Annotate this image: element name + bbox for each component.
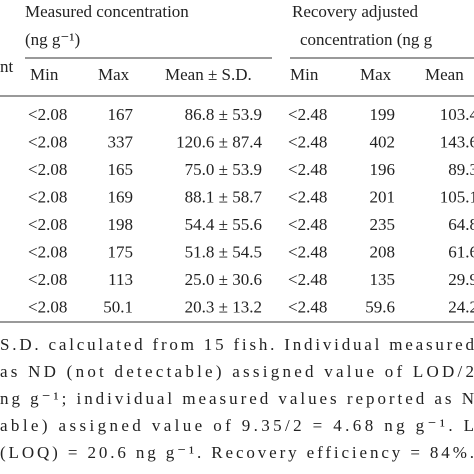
table-cell: 20.3 ± 13.2 [185,297,262,316]
table-cell: <2.08 [28,242,67,261]
table-cell: <2.48 [288,215,327,234]
table-cell: <2.08 [28,132,67,151]
table-cell: 103.4 [440,105,474,124]
table-cell: <2.48 [288,160,327,179]
group-header: (ng g⁻¹) [25,30,80,49]
footnote-line: (LOQ) = 20.6 ng g⁻¹. Recovery efficiency… [0,443,474,462]
table-cell: 175 [108,242,134,261]
table-cell: 24.2 [448,297,474,316]
table-cell: 201 [370,187,396,206]
table-cell: 113 [108,270,133,289]
table-cell: <2.08 [28,160,67,179]
table-cell: <2.48 [288,187,327,206]
column-header: Mean ± S.D. [165,65,252,84]
table-cell: 54.4 ± 55.6 [185,215,262,234]
table-cell: 88.1 ± 58.7 [185,187,263,206]
table-cell: 143.6 [440,132,474,151]
table-cell: 135 [370,270,396,289]
table-cell: 196 [370,160,396,179]
table-cell: <2.48 [288,242,327,261]
column-header: Min [30,65,59,84]
table-cell: 165 [108,160,134,179]
table-cell: 235 [370,215,396,234]
table-cell: 50.1 [103,297,133,316]
table-cell: <2.48 [288,132,327,151]
footnote-line: able) assigned value of 9.35/2 = 4.68 ng… [0,416,474,435]
table-cell: 59.6 [365,297,395,316]
footnote-line: ng g⁻¹; individual measured values repor… [0,389,474,408]
stub-fragment: nt [0,57,14,76]
table-cell: 25.0 ± 30.6 [185,270,262,289]
table-cell: 198 [108,215,134,234]
footnote-line: as ND (not detectable) assigned value of… [0,362,474,381]
table-cell: 64.8 [448,215,474,234]
table-cell: 61.6 [448,242,474,261]
column-header: Max [98,65,130,84]
table-cell: 105.1 [440,187,474,206]
table-cell: 337 [108,132,134,151]
table-cell: 402 [370,132,396,151]
table-cell: <2.48 [288,105,327,124]
column-header: Min [290,65,319,84]
group-header: Recovery adjusted [292,2,419,21]
table-cell: <2.08 [28,105,67,124]
table-cell: 167 [108,105,134,124]
column-header: Max [360,65,392,84]
table-cell: 120.6 ± 87.4 [176,132,262,151]
column-header: Mean [425,65,464,84]
group-header: Measured concentration [25,2,189,21]
table-cell: 199 [370,105,396,124]
table-cell: 86.8 ± 53.9 [185,105,262,124]
table-cell: <2.08 [28,270,67,289]
table-cell: <2.08 [28,215,67,234]
table-cell: 169 [108,187,134,206]
footnote-line: S.D. calculated from 15 fish. Individual… [0,335,474,354]
table-cell: <2.08 [28,187,67,206]
table-cell: 29.9 [448,270,474,289]
table-cell: 51.8 ± 54.5 [185,242,262,261]
table-cell: 75.0 ± 53.9 [185,160,262,179]
table-cell: <2.08 [28,297,67,316]
table-cell: 208 [370,242,396,261]
table-cell: 89.3 [448,160,474,179]
group-header: concentration (ng g [300,30,433,49]
table-cell: <2.48 [288,297,327,316]
table-cell: <2.48 [288,270,327,289]
